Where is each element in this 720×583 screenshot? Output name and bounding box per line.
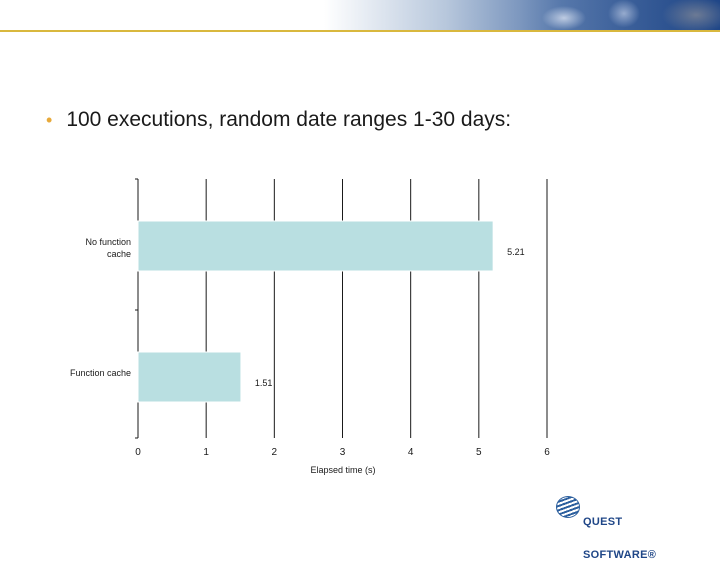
bullet-point: • 100 executions, random date ranges 1-30… xyxy=(46,108,511,132)
x-tick-label: 4 xyxy=(408,447,414,458)
bullet-dot-icon: • xyxy=(46,110,53,130)
x-tick-label: 1 xyxy=(203,447,209,458)
logo-wordmark: QUEST SOFTWARE® xyxy=(583,495,656,583)
x-tick-label: 0 xyxy=(135,447,141,458)
chart-bars xyxy=(137,220,494,403)
category-label: No function cache xyxy=(85,237,131,259)
x-tick-label: 2 xyxy=(272,447,278,458)
category-label: Function cache xyxy=(70,368,131,378)
chart-labels: 0 1 2 3 4 5 6 5.21 No function cache 1.51 Function … xyxy=(70,237,550,458)
x-tick-label: 3 xyxy=(340,447,346,458)
quest-software-logo: QUEST SOFTWARE® xyxy=(556,494,676,561)
banner-imagery xyxy=(520,0,720,30)
x-tick-label: 6 xyxy=(544,447,550,458)
logo-line-1: QUEST xyxy=(583,516,623,528)
x-tick-label: 5 xyxy=(476,447,482,458)
bar-chart: 0 1 2 3 4 5 6 5.21 No function cache 1.51 Function … xyxy=(70,178,550,475)
data-label: 1.51 xyxy=(255,378,273,388)
bar-2 xyxy=(137,351,242,403)
bullet-text: 100 executions, random date ranges 1-30 … xyxy=(66,108,512,131)
banner-rule xyxy=(0,30,720,32)
quest-logo-globe-icon xyxy=(556,496,580,518)
header-banner xyxy=(0,0,720,30)
x-axis-title: Elapsed time (s) xyxy=(310,465,375,475)
bar-1 xyxy=(137,220,494,272)
data-label: 5.21 xyxy=(507,247,525,257)
logo-line-2: SOFTWARE® xyxy=(583,549,657,561)
